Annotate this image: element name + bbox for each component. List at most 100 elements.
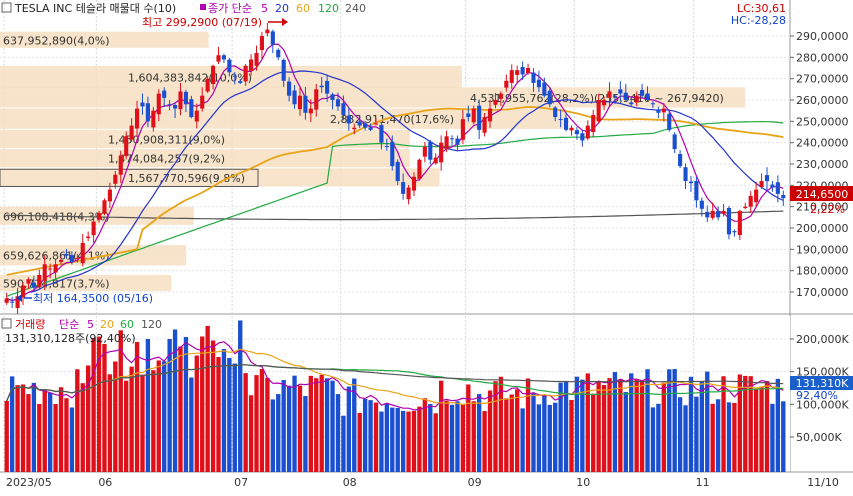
volume-bar: [26, 394, 31, 472]
volume-bar: [422, 398, 428, 472]
volume-bar: [205, 325, 210, 472]
ma-period-120[interactable]: 120: [318, 2, 339, 15]
y-axis-label: 200,0000: [796, 222, 849, 235]
vol-ma-period-20[interactable]: 20: [100, 318, 114, 331]
candle-body: [15, 296, 20, 309]
volume-bar: [612, 372, 618, 472]
candle-body: [520, 67, 525, 75]
candle-body: [151, 110, 156, 128]
volume-bar: [596, 381, 601, 472]
candle-body: [86, 236, 91, 239]
candle-body: [172, 105, 178, 109]
volume-bar: [221, 349, 227, 472]
candle-body: [596, 100, 601, 122]
volume-bar: [379, 411, 384, 472]
candle-body: [721, 210, 726, 214]
candle-body: [672, 134, 677, 150]
ma-240-line: [6, 210, 784, 221]
ma-120-line: [6, 120, 784, 297]
candle-body: [96, 213, 102, 220]
volume-bar: [650, 407, 656, 472]
volume-bar: [232, 363, 237, 472]
candle-body: [48, 268, 53, 270]
collapse-box-icon[interactable]: [1, 318, 12, 329]
volume-bar: [162, 361, 167, 472]
candle-body: [411, 176, 417, 191]
arrow-left-icon: [16, 294, 22, 302]
ma-period-60[interactable]: 60: [296, 2, 310, 15]
volume-profile-bar: [0, 168, 440, 187]
collapse-box-icon[interactable]: [1, 2, 12, 13]
vol-ma-period-120[interactable]: 120: [141, 318, 162, 331]
low-marker: 최저 164,3500 (05/16): [16, 292, 153, 305]
volume-y-axis-label: 50,000K: [796, 431, 842, 444]
volume-bar: [444, 400, 449, 472]
volume-bar: [91, 338, 96, 472]
arrow-right-icon: [282, 18, 288, 26]
candle-body: [716, 210, 721, 218]
candle-body: [129, 125, 134, 140]
volume-bar: [319, 374, 324, 472]
high-label: 최고 299,2900 (07/19): [142, 16, 262, 29]
volume-bar: [86, 365, 91, 472]
volume-bar: [460, 403, 466, 472]
volume-bar: [314, 378, 319, 472]
y-axis-label: 180,0000: [796, 265, 849, 278]
candle-body: [238, 81, 243, 83]
volume-bar: [639, 379, 645, 472]
volume-profile-highlight: [0, 168, 259, 187]
candle-body: [449, 138, 455, 140]
ma-period-240[interactable]: 240: [345, 2, 366, 15]
volume-bar: [775, 378, 781, 472]
volume-bar: [411, 410, 417, 472]
ma-period-5[interactable]: 5: [261, 2, 268, 15]
y-axis-label: 210,0000: [796, 201, 849, 214]
candle-body: [775, 182, 780, 194]
volume-bar: [569, 399, 574, 472]
x-axis-label: 07: [234, 476, 248, 489]
vol-ma-period-5[interactable]: 5: [87, 318, 94, 331]
ma-period-20[interactable]: 20: [275, 2, 289, 15]
ma-20-line: [6, 70, 784, 302]
volume-bar: [64, 398, 69, 472]
volume-profile-bar: [0, 65, 462, 89]
volume-value-label: 131,310,128주(92,40%): [5, 332, 136, 345]
volume-bar: [69, 407, 75, 472]
volume-bar: [9, 376, 15, 472]
volume-bar: [574, 376, 580, 472]
volume-bar: [743, 375, 748, 472]
volume-bar: [433, 413, 438, 472]
volume-bar: [455, 401, 460, 472]
volume-bar: [53, 404, 58, 472]
candle-body: [688, 181, 694, 184]
lc-readout: LC:30,61: [737, 2, 786, 15]
volume-bar: [623, 392, 628, 472]
candle-body: [493, 100, 498, 105]
volume-profile-label: 637,952,890(4,0%): [3, 34, 110, 47]
ma-5-line: [6, 43, 784, 302]
volume-bar: [547, 404, 552, 472]
candle-body: [352, 127, 357, 130]
vol-ma-period-60[interactable]: 60: [120, 318, 134, 331]
volume-bar: [113, 361, 118, 472]
x-axis-label: 2023/05: [6, 476, 52, 489]
volume-bar: [384, 403, 390, 472]
volume-bar: [167, 339, 172, 472]
candle-body: [754, 189, 759, 203]
volume-profile-label: 590,724,817(3,7%): [3, 277, 110, 290]
volume-bar: [732, 402, 737, 472]
volume-bar: [151, 370, 156, 472]
candle-body: [710, 210, 715, 218]
volume-bar: [585, 373, 590, 472]
volume-bar: [243, 373, 248, 472]
candle-body: [325, 80, 330, 94]
volume-bar: [42, 390, 47, 472]
candle-body: [705, 211, 710, 218]
volume-bar: [683, 405, 688, 472]
volume-bar: [96, 336, 102, 472]
volume-bar: [352, 378, 357, 472]
volume-bar: [183, 336, 189, 472]
candle-body: [232, 75, 237, 77]
candle-body: [781, 194, 786, 199]
volume-bar: [276, 394, 281, 472]
